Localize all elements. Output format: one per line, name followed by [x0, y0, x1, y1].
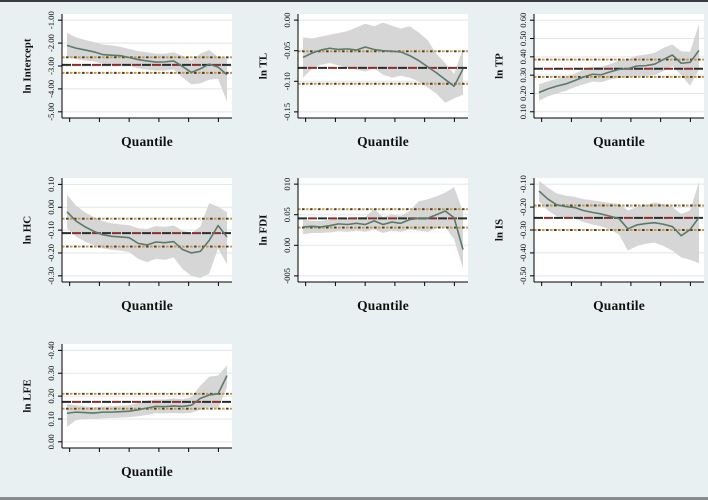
- quantile-estimate-line: [302, 210, 464, 250]
- y-axis-title: ln HC: [22, 216, 34, 244]
- panel-tl: -0.15 -0.10 -0.05 0.00 ln TL Quantile: [248, 6, 470, 164]
- panel-chart-lfe: 0.00 0.10 0.20 0.30 -0.40 ln LFE Quantile: [22, 341, 232, 479]
- panel-chart-tp: 0.10 0.20 0.30 0.40 0.50 0.60 ln TP Quantile: [494, 13, 704, 149]
- quantile-estimate-line: [66, 211, 228, 254]
- y-tick-label: -4.00: [46, 80, 56, 98]
- y-axis-title: ln Intercept: [22, 38, 34, 93]
- y-tick-label: -2.00: [46, 34, 56, 52]
- panel-hc: -0.30 -0.20 -0.10 0.00 0.10 ln HC Quantile: [12, 170, 234, 328]
- quantile-estimate-line: [66, 375, 228, 415]
- y-axis-title: ln TP: [494, 53, 506, 79]
- confidence-band: [67, 32, 227, 102]
- y-tick-label: -0.30: [46, 267, 56, 285]
- panel-fdi: -005 0.00 0.05 010 ln FDI Quantile: [248, 170, 470, 328]
- y-tick-label: -0.10: [518, 175, 528, 193]
- quantile-estimate-line: [302, 46, 464, 87]
- panel-chart-tl: -0.15 -0.10 -0.05 0.00 ln TL Quantile: [258, 13, 468, 149]
- y-tick-label: 0.20: [46, 389, 56, 404]
- panel-is: -0.50 -0.40 -0.30 -0.20 -0.10 ln IS Quantile: [484, 170, 706, 328]
- y-tick-label: -0.10: [46, 221, 56, 239]
- y-tick-label: -0.40: [518, 244, 528, 262]
- x-axis-title: Quantile: [121, 298, 173, 313]
- confidence-band: [539, 180, 699, 264]
- panel-tp: 0.10 0.20 0.30 0.40 0.50 0.60 ln TP Quantile: [484, 6, 706, 164]
- y-tick-label: -5.00: [46, 103, 56, 121]
- y-tick-label: -0.20: [46, 244, 56, 262]
- x-axis-title: Quantile: [593, 134, 645, 149]
- quantile-estimate-line: [538, 49, 700, 94]
- y-tick-label: -3.00: [46, 57, 56, 75]
- y-tick-label: 010: [282, 178, 292, 191]
- panel-chart-fdi: -005 0.00 0.05 010 ln FDI Quantile: [258, 178, 468, 313]
- y-axis-title: ln IS: [494, 219, 506, 241]
- y-tick-label: 0.05: [282, 207, 292, 222]
- y-tick-label: -0.10: [282, 72, 292, 90]
- y-tick-label: -0.50: [518, 267, 528, 285]
- y-tick-label: 0.30: [518, 68, 528, 83]
- x-axis-title: Quantile: [121, 134, 173, 149]
- confidence-band: [303, 22, 463, 103]
- y-tick-label: -0.20: [518, 198, 528, 216]
- panel-intercept: -5.00 -4.00 -3.00 -2.00 -1.00 ln Intercept Qua…: [12, 6, 234, 164]
- y-tick-label: 0.40: [518, 49, 528, 64]
- y-tick-label: -0.15: [282, 103, 292, 121]
- x-axis-title: Quantile: [593, 298, 645, 313]
- y-tick-label: 0.60: [518, 13, 528, 28]
- quantile-estimate-line: [538, 190, 700, 237]
- y-tick-label: 0.50: [518, 31, 528, 46]
- y-tick-label: 0.00: [282, 238, 292, 253]
- y-tick-label: -005: [282, 268, 292, 284]
- y-tick-label: -0.40: [46, 341, 56, 359]
- y-tick-label: 0.10: [46, 177, 56, 192]
- y-tick-label: 0.00: [282, 13, 292, 28]
- confidence-band: [67, 194, 227, 279]
- confidence-band: [539, 23, 699, 101]
- x-axis-title: Quantile: [121, 464, 173, 479]
- panel-lfe: 0.00 0.10 0.20 0.30 -0.40 ln LFE Quantile: [12, 336, 234, 494]
- quantile-estimate-line: [66, 44, 228, 76]
- y-tick-label: -1.00: [46, 11, 56, 29]
- panel-chart-is: -0.50 -0.40 -0.30 -0.20 -0.10 ln IS Quantile: [494, 175, 704, 313]
- x-axis-title: Quantile: [357, 298, 409, 313]
- panel-chart-intercept: -5.00 -4.00 -3.00 -2.00 -1.00 ln Intercept Qua…: [22, 11, 232, 149]
- y-tick-label: 0.20: [518, 86, 528, 101]
- y-tick-label: -0.05: [282, 42, 292, 60]
- panel-chart-hc: -0.30 -0.20 -0.10 0.00 0.10 ln HC Quantile: [22, 177, 232, 313]
- y-tick-label: 0.10: [46, 411, 56, 426]
- y-tick-label: 0.00: [46, 434, 56, 449]
- y-tick-label: 0.30: [46, 366, 56, 381]
- y-tick-label: -0.30: [518, 221, 528, 239]
- y-axis-title: ln TL: [258, 53, 270, 79]
- y-tick-label: 0.10: [518, 104, 528, 119]
- y-tick-label: 0.00: [46, 200, 56, 215]
- x-axis-title: Quantile: [357, 134, 409, 149]
- y-axis-title: ln LFE: [22, 379, 34, 412]
- y-axis-title: ln FDI: [258, 215, 270, 246]
